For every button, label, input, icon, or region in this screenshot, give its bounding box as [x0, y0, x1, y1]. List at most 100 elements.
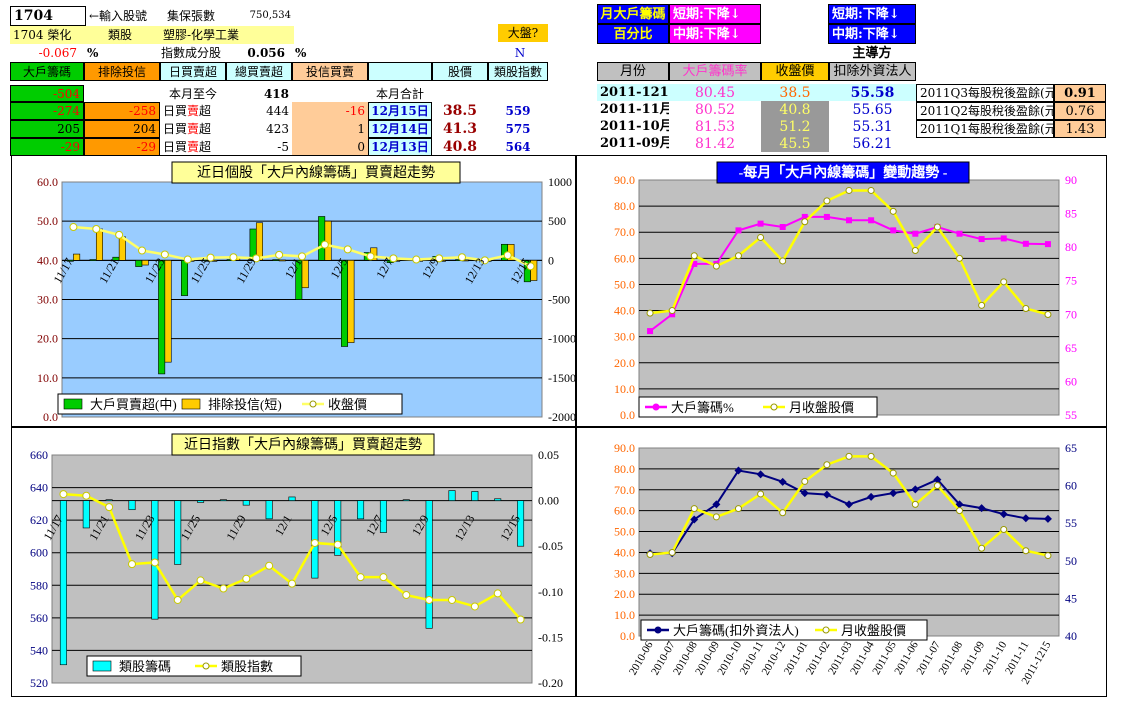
data-point — [845, 500, 853, 509]
eps-label: 2011Q1每股稅後盈餘(元) — [916, 120, 1054, 138]
stock-code-input[interactable]: 1704 — [10, 6, 86, 26]
daily-trust: 0 — [292, 138, 368, 156]
mtd-label: 本月至今 — [168, 86, 217, 101]
right-tick-label: 55 — [1065, 408, 1077, 422]
daily-exclude: 204 — [84, 120, 160, 138]
pct-sign-2: % — [295, 45, 307, 60]
daily-sector: 564 — [505, 140, 531, 154]
data-point — [912, 230, 919, 237]
data-point — [846, 217, 852, 224]
chart-title-box — [171, 161, 461, 184]
data-point — [757, 220, 764, 227]
daily-date: 12月14日 — [368, 120, 432, 138]
legend-marker — [652, 403, 660, 411]
left-tick-label: 10.0 — [37, 371, 58, 385]
legend-label: 類股指數 — [221, 659, 273, 674]
data-point — [801, 213, 808, 220]
left-tick-label: 30.0 — [614, 566, 635, 580]
bar-mark — [73, 253, 81, 261]
right-tick-label: -500 — [548, 293, 570, 307]
legend-label: 大戶買賣超(中) — [90, 397, 177, 412]
legend-swatch — [181, 398, 201, 410]
data-point — [448, 595, 456, 604]
data-point — [288, 579, 296, 588]
main-label: 主導方 — [852, 45, 892, 61]
right-tick-label: 80 — [1065, 240, 1077, 254]
plot-area — [638, 447, 1060, 637]
left-tick-label: 0.0 — [620, 408, 635, 422]
data-point — [823, 213, 830, 220]
data-point — [229, 253, 238, 262]
data-point — [1044, 310, 1052, 318]
data-point — [435, 254, 444, 263]
bar-mark — [402, 499, 410, 501]
chart-title: -每月「大戶內線籌碼」變動趨勢 - — [739, 164, 948, 181]
chart-monthly-ex-foreign: 0.0 10.0 20.0 30.0 40.0 50.0 60.0 70.0 80.0 90.0 4… — [576, 427, 1107, 697]
right-tick-label: 65 — [1065, 341, 1077, 355]
left-tick-label: 40.0 — [614, 304, 635, 318]
data-point — [690, 505, 698, 513]
month-total-label: 本月合計 — [375, 86, 424, 101]
data-point — [389, 254, 398, 263]
data-point — [1044, 552, 1052, 560]
left-tick-label: 600 — [30, 546, 48, 560]
hdr-sector: 類股指數 — [488, 62, 548, 81]
daily-big: -29 — [10, 138, 84, 156]
bar-mark — [59, 500, 67, 666]
legend-box — [640, 619, 928, 641]
daily-trust: -16 — [292, 102, 368, 120]
bar-mark — [494, 498, 502, 501]
data-point — [105, 503, 114, 512]
data-point — [160, 250, 169, 259]
left-tick-label: 50.0 — [614, 525, 635, 539]
right-tick-label: 50 — [1065, 554, 1077, 568]
down-arrow-icon: ↓ — [729, 26, 741, 42]
bar-mark — [517, 500, 525, 547]
data-point — [823, 197, 831, 205]
data-point — [956, 507, 964, 515]
left-tick-label: 0.0 — [43, 410, 58, 424]
monthly-rate: 80.45 — [669, 84, 761, 101]
bar-mark — [66, 260, 74, 262]
data-point — [458, 253, 466, 262]
legend-label: 月收盤股價 — [841, 623, 906, 638]
change-value: -0.067 — [38, 45, 77, 60]
data-point — [366, 252, 375, 261]
monthly-rate: 81.42 — [694, 135, 736, 152]
plot-area — [638, 179, 1060, 416]
left-tick-label: 50.0 — [37, 214, 58, 228]
index-component-value: 0.056 — [247, 45, 285, 60]
legend-marker — [309, 400, 317, 408]
right-short-label: 短期:下降 — [832, 6, 889, 22]
daily-sector: 575 — [505, 122, 531, 136]
legend-label: 收盤價 — [328, 397, 367, 412]
data-point — [712, 262, 720, 270]
daily-label: 日買賣超 — [160, 120, 226, 138]
monthly-rate: 80.52 — [694, 101, 736, 118]
data-point — [779, 257, 787, 265]
data-point — [343, 245, 352, 254]
data-point — [138, 246, 146, 255]
data-point — [128, 560, 136, 569]
monthly-ex-foreign-svg: 0.0 10.0 20.0 30.0 40.0 50.0 60.0 70.0 80.0 90.0 4… — [614, 441, 1077, 686]
daily-label: 日買賣超 — [160, 138, 226, 156]
left-tick-label: 30.0 — [614, 330, 635, 344]
data-point — [712, 500, 721, 509]
right-tick-label: -0.05 — [538, 539, 563, 553]
eps-value: 1.43 — [1054, 120, 1106, 138]
bar-mark — [128, 500, 136, 511]
daily-sector: 559 — [505, 104, 531, 118]
data-point — [668, 307, 676, 315]
monthly-header: 大戶籌碼率 — [669, 62, 761, 81]
eps-value: 0.91 — [1054, 84, 1106, 102]
monthly-month: 2011-1215 — [597, 84, 669, 101]
right-mid-trend: 中期:下降 ↓ — [828, 24, 916, 44]
data-point — [379, 573, 388, 582]
left-tick-label: 0.0 — [620, 629, 635, 643]
data-point — [911, 485, 920, 494]
market-button[interactable]: 大盤? — [498, 24, 548, 42]
daily-total: -5 — [277, 140, 289, 154]
hdr-price: 股價 — [432, 62, 488, 81]
legend-label: 類股籌碼 — [119, 659, 171, 674]
short-trend-label: 短期:下降 — [673, 6, 730, 22]
